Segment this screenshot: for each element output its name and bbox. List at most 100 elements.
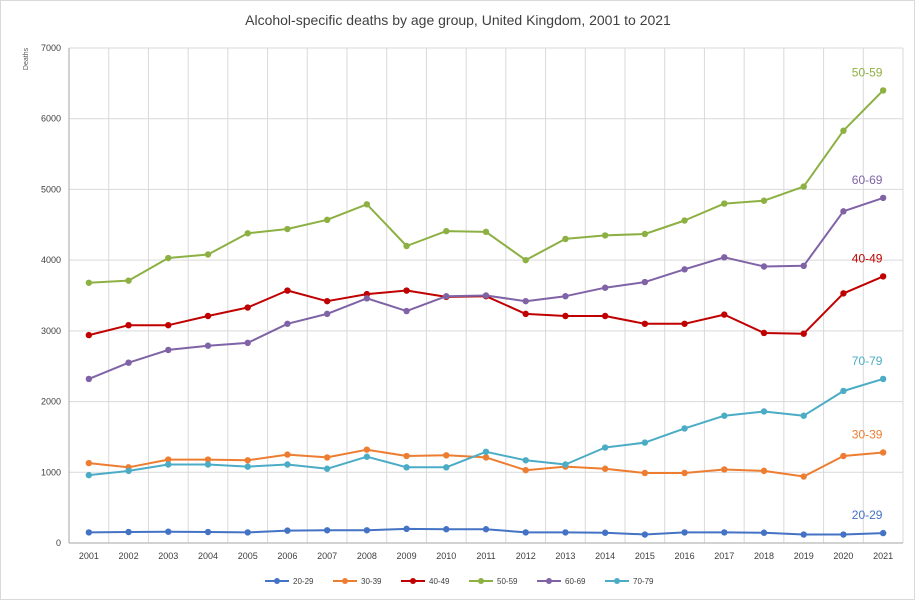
data-point [284, 287, 291, 294]
data-point [443, 526, 450, 533]
data-point [681, 320, 688, 327]
data-point [323, 465, 331, 472]
x-tick-label: 2020 [833, 551, 853, 561]
data-point [641, 230, 649, 238]
data-point [284, 320, 291, 327]
data-point [125, 467, 132, 475]
data-point [760, 263, 768, 270]
data-point [165, 322, 172, 329]
data-point [443, 293, 450, 300]
data-point [204, 461, 212, 468]
legend-marker [342, 578, 348, 584]
data-point [840, 127, 847, 134]
series-line [88, 196, 884, 380]
data-point [840, 452, 847, 460]
x-tick-label: 2018 [754, 551, 774, 561]
data-point [363, 295, 371, 302]
data-point [681, 529, 688, 536]
data-point [244, 339, 251, 347]
series-50-59 [85, 87, 887, 286]
data-point [165, 461, 172, 468]
data-point [125, 528, 132, 536]
data-point [522, 529, 529, 536]
data-point [681, 217, 688, 224]
series-40-49 [85, 273, 887, 339]
data-point [403, 464, 410, 471]
legend-marker [410, 578, 416, 584]
x-tick-label: 2016 [675, 551, 695, 561]
data-point [721, 529, 728, 536]
data-point [641, 469, 649, 477]
x-tick-label: 2009 [397, 551, 417, 561]
legend-item: 50-59 [469, 577, 518, 586]
x-tick-label: 2019 [794, 551, 814, 561]
data-point [879, 529, 887, 537]
data-point [323, 527, 331, 534]
y-axis-label: Deaths [23, 47, 30, 70]
data-point [800, 262, 807, 269]
data-point [85, 331, 93, 339]
data-point [840, 290, 847, 297]
data-point [482, 292, 490, 299]
end-label: 30-39 [852, 427, 883, 441]
data-point [840, 387, 847, 395]
x-tick-labels: 2001 2002 2003 2004 2005 2006 2007 2008 2009 2010… [79, 551, 893, 561]
data-point [204, 456, 212, 463]
x-tick-label: 2005 [238, 551, 258, 561]
data-point [721, 254, 728, 261]
y-tick-labels: 0 1000 2000 3000 4000 5000 6000 7000 [41, 43, 61, 548]
data-point [125, 322, 132, 329]
legend-label: 60-69 [565, 577, 586, 586]
data-point [125, 277, 132, 284]
x-tick-label: 2003 [158, 551, 178, 561]
data-point [443, 452, 450, 459]
data-point [840, 531, 847, 538]
data-point [204, 342, 212, 349]
y-tick-label: 7000 [41, 43, 61, 53]
data-point [482, 454, 490, 461]
data-point [721, 200, 728, 207]
chart-title: Alcohol-specific deaths by age group, Un… [245, 12, 671, 28]
data-point [879, 375, 887, 383]
data-point [403, 452, 410, 460]
data-point [760, 529, 768, 536]
y-tick-label: 2000 [41, 397, 61, 407]
data-point [601, 444, 609, 451]
data-point [323, 310, 331, 318]
data-point [482, 448, 490, 455]
data-point [800, 183, 807, 190]
data-point [363, 527, 371, 534]
series-30-39 [85, 446, 887, 480]
x-tick-label: 2001 [79, 551, 99, 561]
y-tick-label: 1000 [41, 467, 61, 477]
legend-item: 70-79 [605, 577, 654, 586]
legend-marker [614, 578, 620, 584]
data-point [681, 266, 688, 273]
x-tick-label: 2007 [317, 551, 337, 561]
data-point [284, 451, 291, 458]
data-point [800, 531, 807, 538]
axes [68, 48, 903, 544]
x-tick-label: 2012 [516, 551, 536, 561]
data-point [601, 284, 609, 291]
data-point [721, 311, 728, 318]
data-point [363, 201, 371, 208]
data-point [85, 375, 93, 383]
end-label: 40-49 [852, 251, 883, 265]
data-point [562, 312, 569, 320]
data-point [204, 251, 212, 258]
data-point [323, 297, 331, 305]
data-point [641, 320, 649, 327]
end-labels: 20-29 30-39 40-49 50-59 60-69 70-79 [852, 65, 883, 522]
data-point [840, 208, 847, 215]
data-point [760, 408, 768, 415]
data-point [284, 461, 291, 468]
data-point [403, 307, 410, 315]
x-tick-label: 2006 [277, 551, 297, 561]
data-point [641, 439, 649, 446]
x-tick-label: 2015 [635, 551, 655, 561]
data-point [165, 346, 172, 354]
data-point [244, 529, 251, 536]
legend-item: 40-49 [401, 577, 450, 586]
